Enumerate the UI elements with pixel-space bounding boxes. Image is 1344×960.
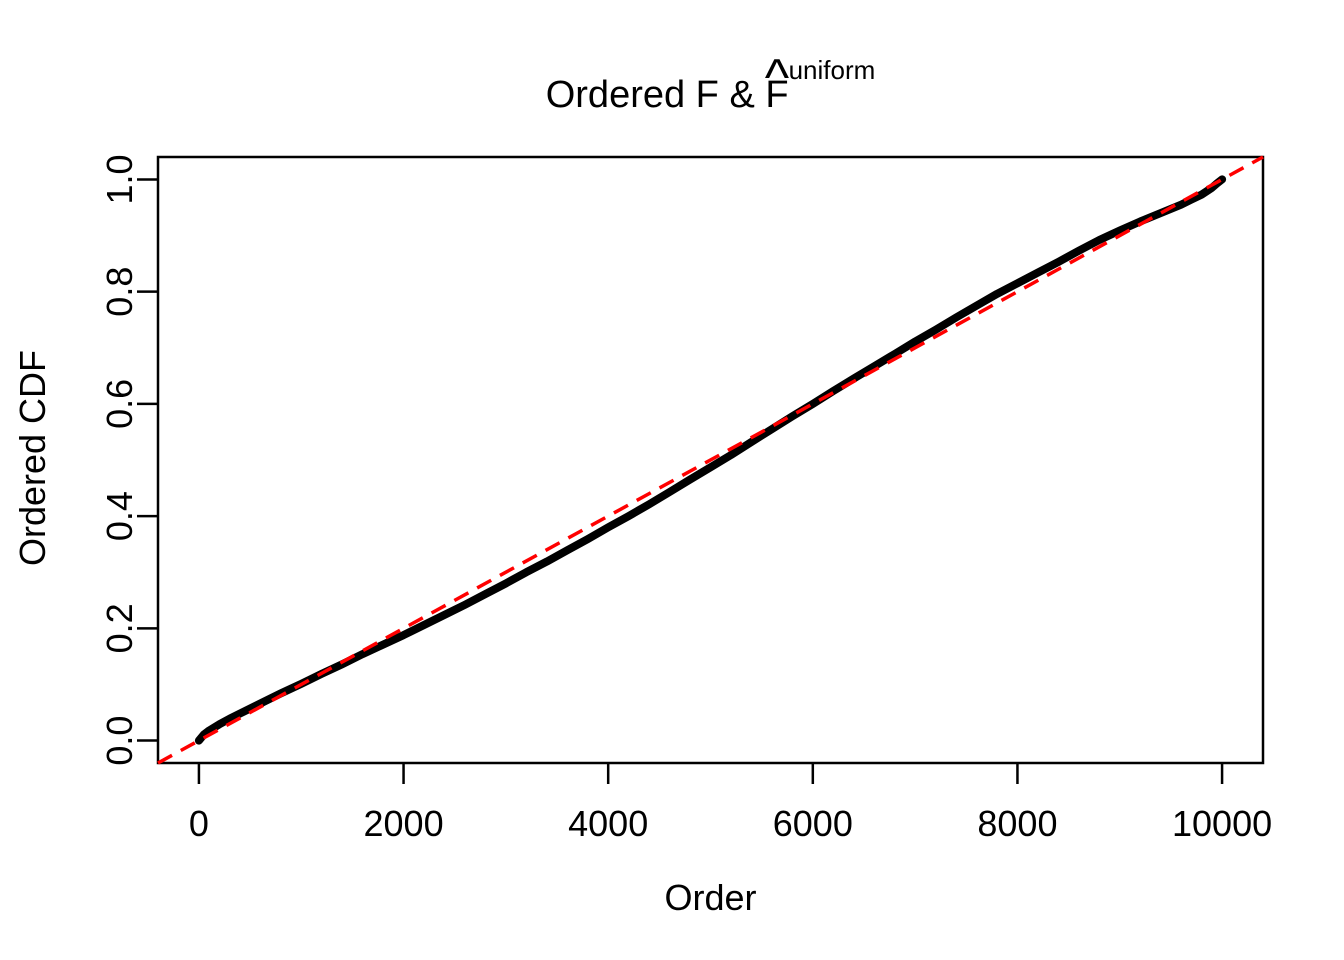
plot-frame	[156, 155, 1265, 765]
y-tick-label: 0.8	[99, 267, 140, 317]
x-tick-label: 6000	[773, 803, 853, 844]
plot-title-superscript: uniform	[788, 55, 876, 85]
y-tick-label: 0.2	[99, 603, 140, 653]
x-tick-label: 4000	[568, 803, 648, 844]
x-tick-label: 2000	[364, 803, 444, 844]
x-tick-label: 10000	[1172, 803, 1272, 844]
uniform-reference-line	[157, 155, 1264, 765]
y-tick-label: 1.0	[99, 154, 140, 204]
x-axis-label: Order	[664, 877, 757, 918]
x-tick-label: 0	[189, 803, 209, 844]
y-tick-label: 0.4	[99, 491, 140, 541]
x-tick-label: 8000	[977, 803, 1057, 844]
y-tick-label: 0.0	[99, 716, 140, 766]
y-tick-label: 0.6	[99, 379, 140, 429]
plot-title-fhat-base: F	[765, 74, 789, 116]
hat-accent-icon: ^	[764, 49, 790, 107]
plot-title: Ordered F & ^ Funiform	[158, 52, 1263, 116]
y-axis-label: Ordered CDF	[12, 349, 53, 567]
plot-title-fhat: ^ F	[765, 52, 789, 116]
plot-title-prefix: Ordered F &	[545, 74, 766, 116]
